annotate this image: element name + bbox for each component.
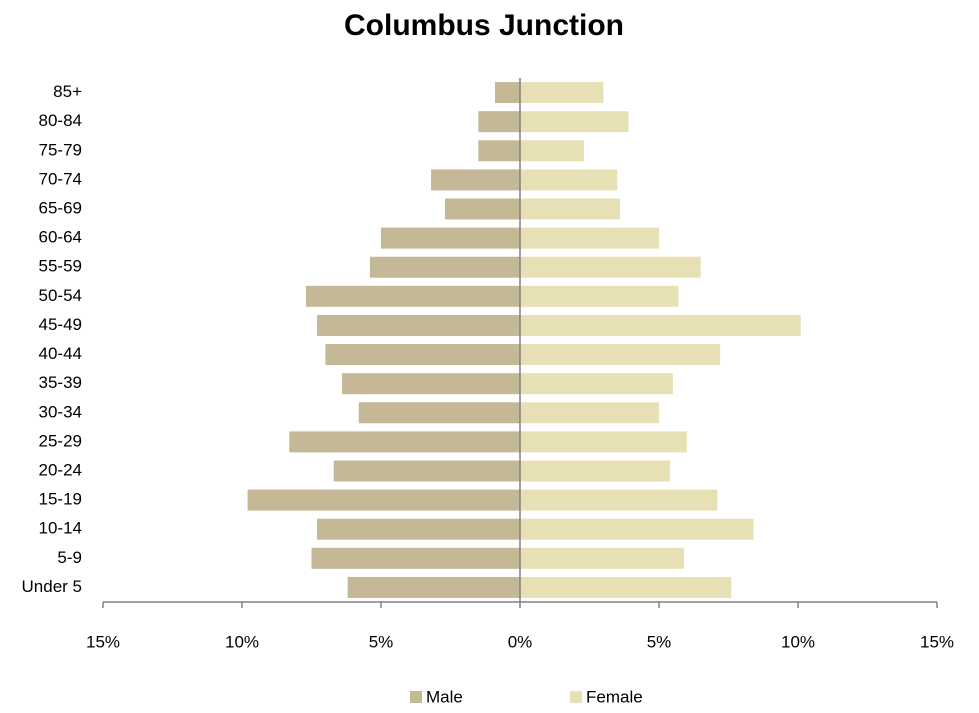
y-tick-label: 50-54 [39,286,82,305]
y-tick-label: 30-34 [39,402,82,421]
bar [289,431,520,453]
x-tick-label: 0% [508,632,533,651]
x-tick-label: 10% [225,632,259,651]
y-tick-label: 55-59 [39,257,82,276]
bar [520,256,701,278]
bar [317,518,520,540]
bar [520,460,671,482]
bar [494,82,520,104]
legend-label: Female [586,687,643,706]
y-tick-label: 25-29 [39,431,82,450]
legend-label: Male [426,687,463,706]
bar [305,285,520,307]
bar [520,547,685,569]
bar [342,373,520,395]
chart-title: Columbus Junction [344,9,624,42]
bar [333,460,520,482]
bar [369,256,520,278]
y-tick-label: 60-64 [39,228,82,247]
x-tick-label: 15% [920,632,954,651]
bar [520,140,584,162]
bar [311,547,520,569]
bar [520,373,673,395]
bar [520,314,801,336]
legend-swatch [570,691,582,703]
bar [247,489,520,511]
bar [358,402,520,424]
bar [431,169,520,191]
y-tick-label: 80-84 [39,111,82,130]
bar [325,344,520,366]
bar [520,169,618,191]
bar [520,111,629,133]
y-tick-label: 10-14 [39,519,82,538]
bar [520,489,718,511]
bar [520,431,687,453]
bar [478,111,520,133]
y-tick-label: 15-19 [39,490,82,509]
y-tick-label: 75-79 [39,140,82,159]
bar [520,576,732,598]
bar [520,285,679,307]
bar [478,140,520,162]
x-tick-label: 5% [647,632,672,651]
bar [520,344,721,366]
x-tick-label: 10% [781,632,815,651]
y-tick-label: 5-9 [57,548,82,567]
bar [347,576,520,598]
y-tick-label: 40-44 [39,344,82,363]
y-tick-label: 65-69 [39,198,82,217]
bar [317,314,520,336]
x-tick-label: 5% [369,632,394,651]
y-tick-label: 20-24 [39,460,82,479]
bar [381,227,520,249]
y-tick-label: Under 5 [22,577,82,596]
bar [520,227,659,249]
x-tick-label: 15% [86,632,120,651]
bar [520,402,659,424]
bar [520,518,754,540]
bar [520,198,621,220]
y-tick-label: 35-39 [39,373,82,392]
bar [520,82,604,104]
bar [444,198,520,220]
y-tick-label: 45-49 [39,315,82,334]
y-tick-label: 70-74 [39,169,82,188]
legend-swatch [410,691,422,703]
y-tick-label: 85+ [53,82,82,101]
